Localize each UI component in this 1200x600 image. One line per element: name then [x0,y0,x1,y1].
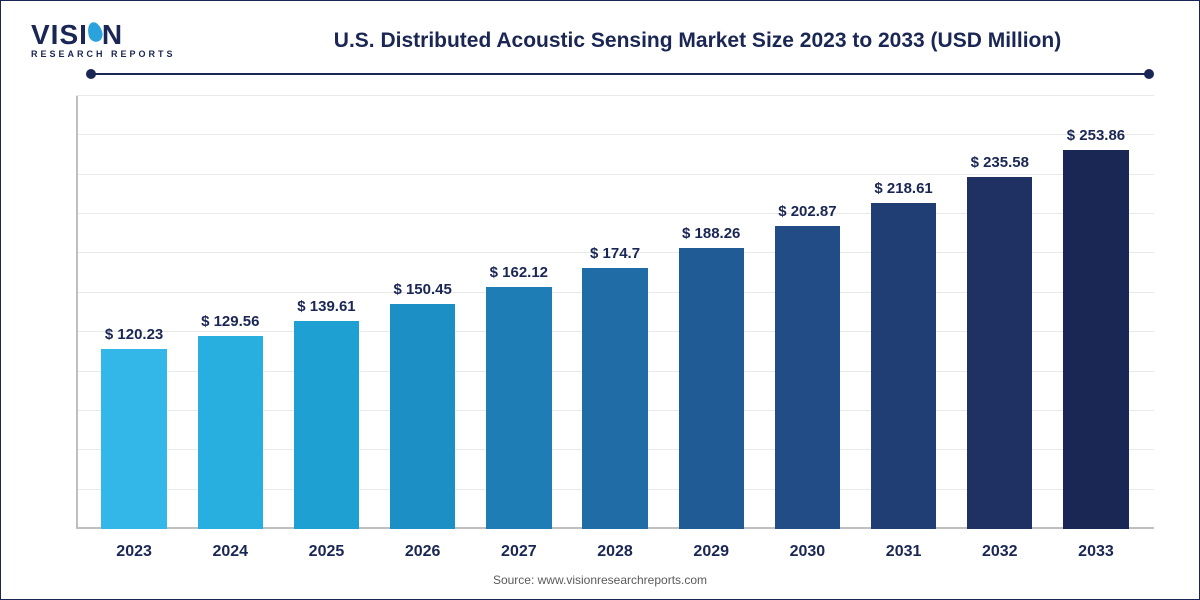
bar-group: $ 253.862033 [1048,96,1144,529]
bar [486,287,551,529]
bar [967,177,1032,529]
x-tick-label: 2025 [309,543,345,561]
bar-value-label: $ 139.61 [297,298,355,315]
x-tick-label: 2031 [886,543,922,561]
bar-group: $ 129.562024 [182,96,278,529]
bar-value-label: $ 235.58 [971,154,1029,171]
bar-value-label: $ 150.45 [393,281,451,298]
logo-text: VISI N [31,19,201,51]
chart-title: U.S. Distributed Acoustic Sensing Market… [226,29,1169,53]
bar [198,336,263,529]
bar-value-label: $ 218.61 [874,180,932,197]
bar-value-label: $ 188.26 [682,225,740,242]
title-rule [91,73,1149,75]
bar-value-label: $ 253.86 [1067,127,1125,144]
bar [582,268,647,529]
bar [871,203,936,529]
bar [294,321,359,529]
bar-value-label: $ 162.12 [490,264,548,281]
x-tick-label: 2024 [212,543,248,561]
bar-group: $ 235.582032 [952,96,1048,529]
x-tick-label: 2033 [1078,543,1114,561]
chart-bars: $ 120.232023$ 129.562024$ 139.612025$ 15… [76,96,1154,529]
bar [775,226,840,529]
bar [679,248,744,529]
source-attribution: Source: www.visionresearchreports.com [1,573,1199,587]
bar-group: $ 218.612031 [856,96,952,529]
brand-logo: VISI N RESEARCH REPORTS [31,19,201,59]
bar [1063,150,1128,529]
x-tick-label: 2023 [116,543,152,561]
x-tick-label: 2030 [790,543,826,561]
bar-group: $ 150.452026 [375,96,471,529]
logo-pre: VISI [31,19,88,50]
bar-group: $ 139.612025 [278,96,374,529]
logo-drop-icon [88,19,102,50]
x-tick-label: 2028 [597,543,633,561]
bar-value-label: $ 129.56 [201,313,259,330]
x-tick-label: 2032 [982,543,1018,561]
x-tick-label: 2027 [501,543,537,561]
chart-plot-area: $ 120.232023$ 129.562024$ 139.612025$ 15… [76,96,1154,529]
bar-value-label: $ 120.23 [105,326,163,343]
x-tick-label: 2026 [405,543,441,561]
bar [101,349,166,529]
bar-group: $ 174.72028 [567,96,663,529]
bar-value-label: $ 202.87 [778,203,836,220]
bar-group: $ 202.872030 [759,96,855,529]
logo-subtitle: RESEARCH REPORTS [31,49,201,59]
x-tick-label: 2029 [693,543,729,561]
bar-group: $ 162.122027 [471,96,567,529]
bar-group: $ 188.262029 [663,96,759,529]
logo-post: N [102,19,123,50]
bar-group: $ 120.232023 [86,96,182,529]
bar-value-label: $ 174.7 [590,245,640,262]
bar [390,304,455,529]
